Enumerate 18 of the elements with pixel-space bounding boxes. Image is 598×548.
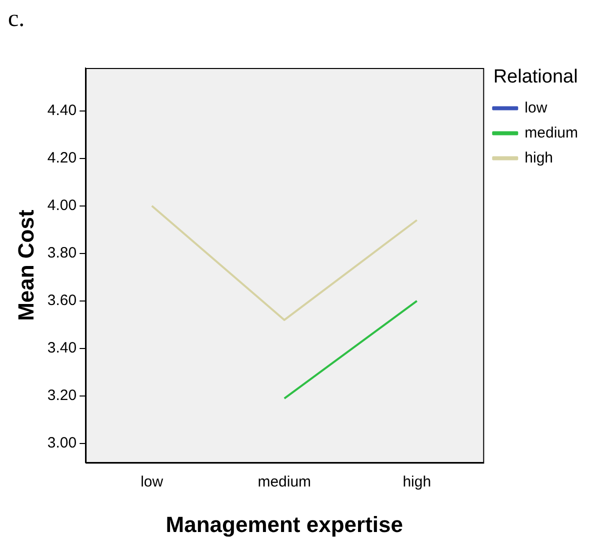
x-tick-label: low <box>140 474 164 491</box>
y-tick-label: 3.80 <box>47 244 77 262</box>
x-tick-label: medium <box>258 474 312 491</box>
text: c. <box>8 6 25 33</box>
y-tick-label: 3.20 <box>47 387 77 404</box>
x-tick-label: high <box>402 474 432 491</box>
y-tick-label: 4.00 <box>47 197 77 214</box>
x-axis-title: Management expertise <box>166 512 403 537</box>
y-axis-title: Mean Cost <box>13 209 38 321</box>
y-tick-label: 3.00 <box>47 434 77 452</box>
legend-label: high <box>524 149 554 166</box>
legend-label: medium <box>524 124 578 142</box>
y-tick-label: 4.20 <box>47 149 77 166</box>
y-tick-label: 3.40 <box>47 340 77 357</box>
legend-label: low <box>524 99 548 116</box>
y-tick-label: 4.40 <box>47 102 77 119</box>
legend-title: Relational <box>493 66 578 88</box>
y-tick-label: 3.60 <box>47 292 77 310</box>
